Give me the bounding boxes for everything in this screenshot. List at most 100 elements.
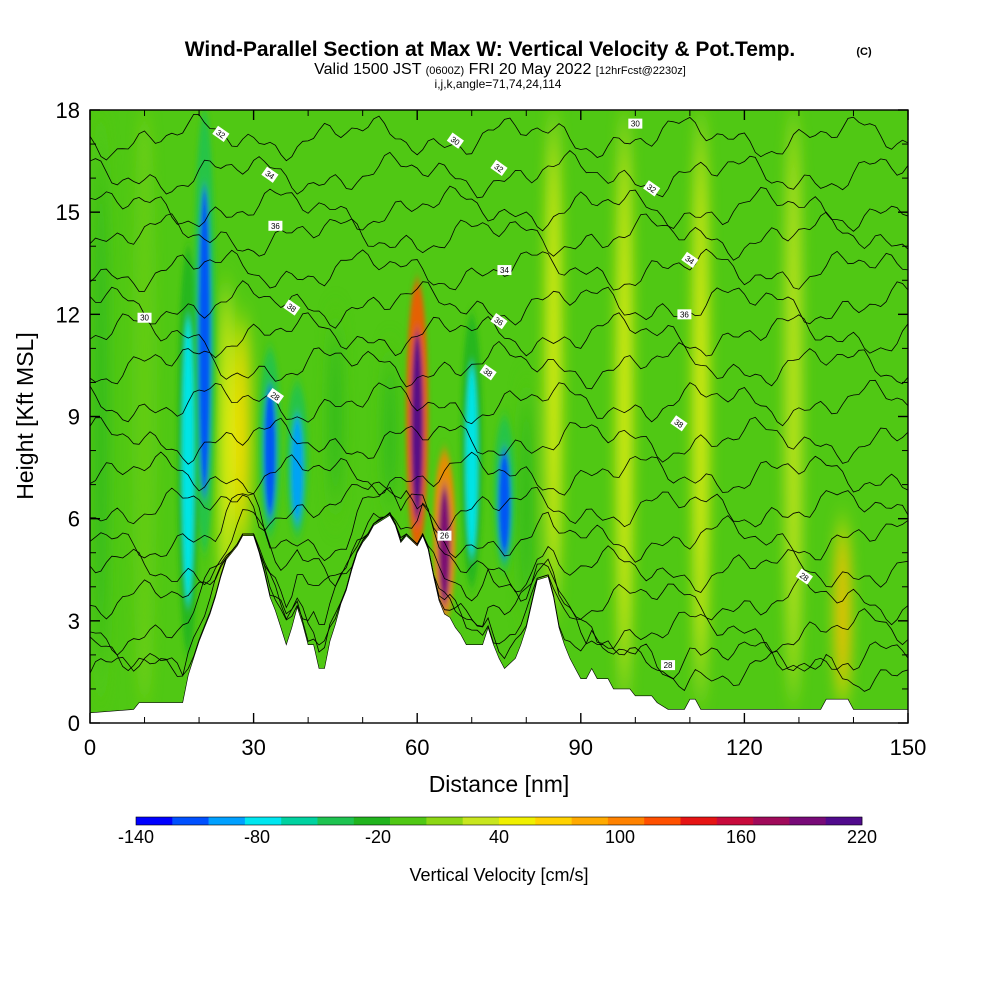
theta-contour-labels: 30 32 34 36 38 28 26 30 32 34 36 38 30 32 34 36 38 28 28 <box>137 118 813 671</box>
x-tick-label: 0 <box>84 735 96 760</box>
updraft-streak <box>518 382 535 621</box>
updraft-core <box>695 154 706 662</box>
chart-params: i,j,k,angle=71,74,24,114 <box>435 77 562 91</box>
updraft-streak <box>136 110 153 710</box>
x-tick-label: 30 <box>241 735 265 760</box>
theta-contour-label: 36 <box>268 220 283 231</box>
colorbar-swatch <box>244 817 282 825</box>
theta-contour-label: 28 <box>661 660 676 671</box>
colorbar-tick-label: -140 <box>118 827 154 847</box>
updraft-streak <box>286 382 309 536</box>
theta-contours <box>90 113 908 692</box>
theta-contour-label: 38 <box>479 364 497 381</box>
colorbar-tick-label: -20 <box>365 827 391 847</box>
updraft-core <box>291 415 304 523</box>
theta-contour-label: 36 <box>677 309 692 320</box>
colorbar-swatch <box>607 817 645 825</box>
updraft-core <box>465 365 478 556</box>
x-tick-label: 150 <box>890 735 927 760</box>
colorbar-swatch <box>571 817 609 825</box>
updraft-streak <box>493 416 516 570</box>
updraft-streak <box>785 110 802 706</box>
colorbar-swatch <box>390 817 427 825</box>
theta-contour <box>90 312 908 359</box>
svg-text:36: 36 <box>680 310 689 319</box>
updraft-core <box>438 486 451 606</box>
y-tick-label: 6 <box>68 507 80 532</box>
updraft-streak <box>193 110 216 553</box>
theta-contour-label: 34 <box>681 251 699 268</box>
colorbar-swatch <box>426 817 463 825</box>
updraft-core <box>384 361 395 506</box>
x-tick-label: 60 <box>405 735 429 760</box>
chart-title: Wind-Parallel Section at Max W: Vertical… <box>185 38 796 61</box>
updraft-core <box>330 329 341 504</box>
theta-contour <box>90 486 908 563</box>
svg-text:28: 28 <box>664 661 673 670</box>
theta-contour <box>90 416 908 465</box>
updraft-core <box>263 386 276 518</box>
chart-subtitle: Valid 1500 JST (0600Z) FRI 20 May 2022 [… <box>314 61 686 78</box>
colorbar-swatch <box>716 817 754 825</box>
updraft-streak <box>834 518 851 706</box>
colorbar-swatch <box>535 817 572 825</box>
colorbar-swatch <box>353 817 391 825</box>
theta-contour <box>90 185 908 232</box>
updraft-streak <box>381 348 398 519</box>
plot-area: 30 32 34 36 38 28 26 30 32 34 36 38 30 32 34 36 38 28 28 <box>90 110 908 723</box>
colorbar-tick-label: 40 <box>489 827 509 847</box>
colorbar-swatch <box>462 817 500 825</box>
updraft-core <box>237 332 248 535</box>
theta-contour <box>90 511 908 656</box>
updraft-core <box>498 449 511 557</box>
theta-contour <box>90 340 908 390</box>
updraft-core <box>521 400 532 603</box>
updraft-core <box>788 154 799 662</box>
updraft-streak <box>258 348 281 536</box>
colorbar-swatch <box>172 817 209 825</box>
x-tick-label: 90 <box>569 735 593 760</box>
y-tick-label: 0 <box>68 711 80 736</box>
svg-text:26: 26 <box>440 532 449 541</box>
theta-contour-label: 32 <box>643 180 661 197</box>
theta-contour <box>90 379 908 427</box>
colorbar-swatch <box>281 817 318 825</box>
y-tick-label: 12 <box>56 302 80 327</box>
colorbar-swatch <box>499 817 536 825</box>
theta-contour-label: 28 <box>795 568 813 585</box>
theta-contour <box>90 502 908 593</box>
y-axis-label: Height [Kft MSL] <box>12 332 38 499</box>
theta-contour-label: 34 <box>261 166 279 183</box>
colorbar-swatch <box>317 817 355 825</box>
colorbar-swatch <box>825 817 863 825</box>
theta-contour-label: 36 <box>490 313 508 330</box>
theta-contour-label: 26 <box>437 530 452 541</box>
x-axis-label: Distance [nm] <box>429 771 570 797</box>
theta-contour <box>90 211 908 261</box>
colorbar-tick-label: 220 <box>847 827 877 847</box>
svg-text:30: 30 <box>140 314 149 323</box>
theta-contour-label: 38 <box>283 299 301 316</box>
theta-contour-label: 30 <box>137 312 152 323</box>
svg-text:34: 34 <box>500 266 509 275</box>
updraft-core <box>221 305 232 596</box>
updraft-streak <box>327 314 344 519</box>
theta-contour <box>90 451 908 496</box>
updraft-streak <box>616 110 633 706</box>
colorbar-title: Vertical Velocity [cm/s] <box>409 865 588 885</box>
updraft-core <box>95 154 106 665</box>
colorbar-frame <box>135 816 863 826</box>
theta-contour-label: 34 <box>497 265 512 276</box>
theta-contour-label: 38 <box>670 415 688 432</box>
svg-text:30: 30 <box>631 120 640 129</box>
theta-contour <box>90 513 908 626</box>
theta-contour <box>90 150 908 199</box>
y-tick-label: 15 <box>56 200 80 225</box>
theta-contour <box>90 481 908 534</box>
colorbar-swatch <box>789 817 826 825</box>
colorbar-tick-label: 100 <box>605 827 635 847</box>
updraft-streak <box>460 314 483 587</box>
updraft-streak <box>234 314 251 553</box>
